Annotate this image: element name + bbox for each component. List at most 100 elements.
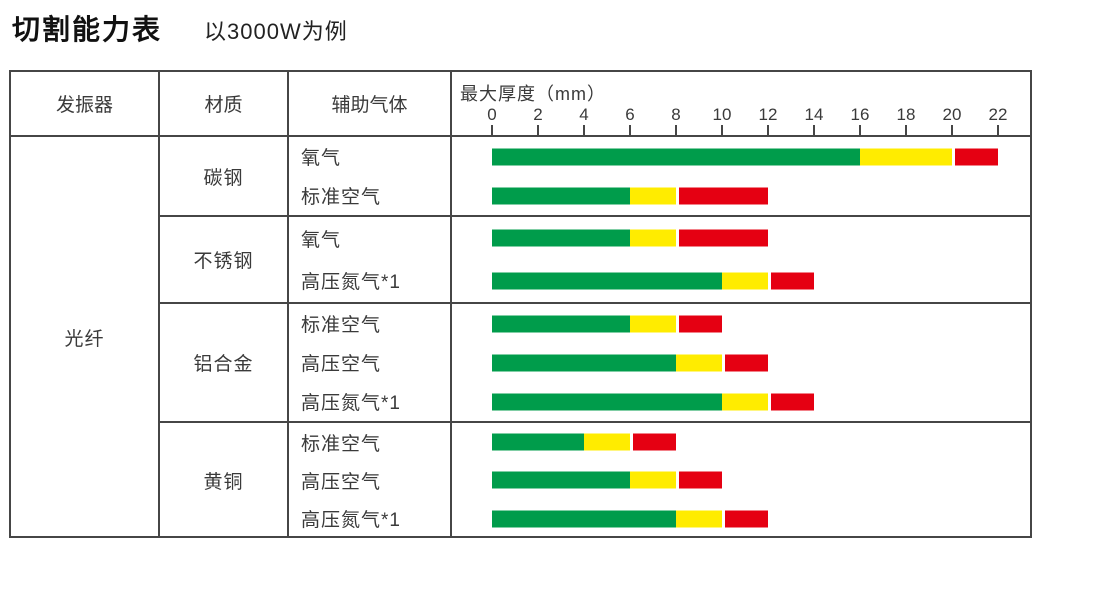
title-row: 切割能力表 以3000W为例 (12, 8, 348, 48)
bar-segment-green (492, 315, 630, 332)
bar-segment-green (492, 471, 630, 489)
bar-segment-red (678, 229, 768, 247)
gas-row: 标准空气 (289, 176, 1030, 215)
axis-tick-mark (905, 125, 907, 135)
bar-segment-red (678, 187, 768, 204)
axis-tick-mark (537, 125, 539, 135)
axis-tick-label: 14 (804, 105, 824, 124)
header-oscillator: 发振器 (11, 72, 160, 135)
bar-segment-red (724, 354, 768, 371)
oscillator-cell: 光纤 (11, 137, 160, 538)
gas-label: 标准空气 (289, 304, 452, 343)
axis-tick-label: 20 (942, 105, 962, 124)
thickness-axis-header: 最大厚度（mm） 0 2 4 6 8 10 12 14 16 18 20 22 (452, 72, 1030, 135)
gas-row: 氧气 (289, 217, 1030, 260)
bar-segment-yellow (722, 272, 768, 290)
gas-label: 高压空气 (289, 461, 452, 500)
capacity-bar (452, 382, 1030, 421)
capability-table: 发振器 材质 辅助气体 最大厚度（mm） 0 2 4 6 8 10 12 14 16 18 20 22… (9, 70, 1032, 538)
axis-tick-mark (491, 125, 493, 135)
material-group: 黄铜 标准空气 高压空气 高压氮气*1 (160, 423, 1030, 538)
gas-label: 高压空气 (289, 343, 452, 382)
material-cell: 不锈钢 (160, 217, 289, 302)
gas-row: 氧气 (289, 137, 1030, 176)
bar-segment-green (492, 393, 722, 410)
page-subtitle: 以3000W为例 (204, 19, 348, 44)
axis-tick-label: 18 (896, 105, 916, 124)
gas-label: 氧气 (289, 217, 452, 260)
page-title: 切割能力表 (12, 14, 163, 45)
gas-row: 标准空气 (289, 423, 1030, 462)
gas-label: 高压氮气*1 (289, 382, 452, 421)
bar-segment-green (492, 229, 630, 247)
bar-segment-red (954, 148, 998, 165)
axis-tick-label: 4 (579, 105, 589, 124)
gas-row: 高压空气 (289, 343, 1030, 382)
gas-row: 高压空气 (289, 461, 1030, 500)
axis-tick-label: 2 (533, 105, 543, 124)
gas-label: 氧气 (289, 137, 452, 176)
gas-row: 标准空气 (289, 304, 1030, 343)
bar-segment-red (678, 471, 722, 489)
material-groups: 碳钢 氧气 标准空气 不锈钢 氧气 高压氮气*1 铝合金 标准空气 高压空气 高压氮气*1 黄铜 标准… (160, 137, 1030, 538)
gas-label: 高压氮气*1 (289, 259, 452, 302)
capacity-bar (452, 217, 1030, 260)
bar-segment-yellow (584, 433, 630, 451)
header-material: 材质 (160, 72, 289, 135)
bar-segment-green (492, 148, 860, 165)
bar-segment-red (632, 433, 676, 451)
bar-segment-red (678, 315, 722, 332)
axis-tick-label: 16 (850, 105, 870, 124)
capacity-bar (452, 260, 1030, 303)
material-group: 铝合金 标准空气 高压空气 高压氮气*1 (160, 304, 1030, 423)
axis-tick-mark (767, 125, 769, 135)
bar-segment-green (492, 187, 630, 204)
bar-segment-yellow (630, 315, 676, 332)
axis-tick-mark (859, 125, 861, 135)
axis-tick-label: 10 (712, 105, 732, 124)
axis-tick-label: 12 (758, 105, 778, 124)
axis-tick-mark (951, 125, 953, 135)
axis-tick-mark (629, 125, 631, 135)
bar-segment-red (770, 393, 814, 410)
axis-tick-label: 6 (625, 105, 635, 124)
bar-segment-yellow (630, 471, 676, 489)
bar-segment-red (724, 510, 768, 528)
axis-tick-mark (997, 125, 999, 135)
axis-tick-label: 0 (487, 105, 497, 124)
capacity-bar (452, 461, 1030, 499)
capacity-bar (452, 137, 1030, 176)
bar-segment-green (492, 433, 584, 451)
axis-tick-mark (813, 125, 815, 135)
capacity-bar (452, 423, 1030, 461)
bar-segment-green (492, 272, 722, 290)
axis-tick-mark (675, 125, 677, 135)
gas-row: 高压氮气*1 (289, 382, 1030, 421)
material-cell: 黄铜 (160, 423, 289, 538)
bar-segment-yellow (676, 510, 722, 528)
bar-segment-yellow (630, 229, 676, 247)
axis-tick-label: 22 (988, 105, 1008, 124)
gas-row: 高压氮气*1 (289, 259, 1030, 303)
gas-label: 高压氮气*1 (289, 499, 452, 538)
gas-label: 标准空气 (289, 423, 452, 462)
table-body: 光纤 碳钢 氧气 标准空气 不锈钢 氧气 高压氮气*1 铝合金 标准空气 高压空气 高压氮气*1 黄… (11, 137, 1030, 538)
bar-segment-yellow (722, 393, 768, 410)
bar-segment-green (492, 354, 676, 371)
bar-segment-yellow (676, 354, 722, 371)
axis-tick-mark (583, 125, 585, 135)
header-gas: 辅助气体 (289, 72, 452, 135)
axis-tick-mark (721, 125, 723, 135)
capacity-bar (452, 304, 1030, 343)
axis-tick-label: 8 (671, 105, 681, 124)
material-cell: 铝合金 (160, 304, 289, 421)
gas-row: 高压氮气*1 (289, 499, 1030, 538)
bar-segment-yellow (860, 148, 952, 165)
capacity-bar (452, 176, 1030, 215)
table-header-row: 发振器 材质 辅助气体 最大厚度（mm） 0 2 4 6 8 10 12 14 16 18 20 22 (11, 72, 1030, 137)
material-cell: 碳钢 (160, 137, 289, 215)
material-group: 不锈钢 氧气 高压氮气*1 (160, 217, 1030, 304)
gas-label: 标准空气 (289, 176, 452, 215)
axis-title: 最大厚度（mm） (460, 84, 606, 104)
